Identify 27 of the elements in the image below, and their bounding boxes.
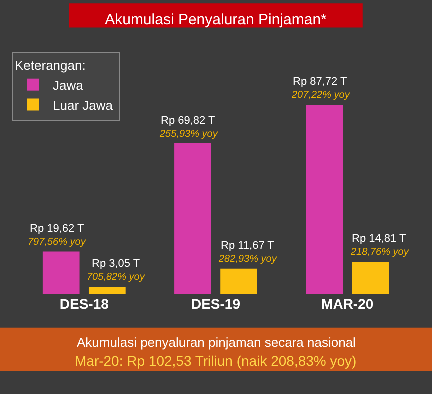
data-label: Rp 14,81 T — [352, 233, 406, 245]
bar — [174, 144, 212, 294]
annotation: 705,82% yoy — [87, 272, 146, 283]
annotation: 282,93% yoy — [218, 254, 278, 265]
text: Akumulasi penyaluran pinjaman secara nasional — [77, 335, 356, 350]
annotation: 797,56% yoy — [28, 237, 87, 248]
x-tick-label: DES-18 — [60, 296, 110, 312]
x-tick-label: DES-19 — [191, 296, 241, 312]
x-tick-label: MAR-20 — [322, 296, 374, 312]
data-label: Rp 11,67 T — [221, 240, 275, 252]
legend-label: Jawa — [53, 78, 84, 93]
annotation: 255,93% yoy — [159, 129, 219, 140]
bar — [220, 268, 258, 294]
annotation: 218,76% yoy — [350, 247, 410, 258]
annotation: 207,22% yoy — [291, 90, 351, 101]
text: Mar-20: Rp 102,53 Triliun (naik 208,83% yoy) — [75, 353, 357, 369]
data-label: Rp 87,72 T — [293, 76, 348, 88]
data-label: Rp 19,62 T — [30, 223, 84, 235]
legend-title: Keterangan: — [15, 58, 86, 73]
bar — [306, 104, 344, 294]
legend-label: Luar Jawa — [53, 98, 114, 113]
bar — [352, 262, 390, 294]
bar — [88, 287, 126, 294]
data-label: Rp 3,05 T — [92, 258, 140, 270]
bar — [42, 252, 80, 294]
data-label: Rp 69,82 T — [161, 115, 216, 127]
chart-title: Akumulasi Penyaluran Pinjaman* — [105, 11, 328, 28]
